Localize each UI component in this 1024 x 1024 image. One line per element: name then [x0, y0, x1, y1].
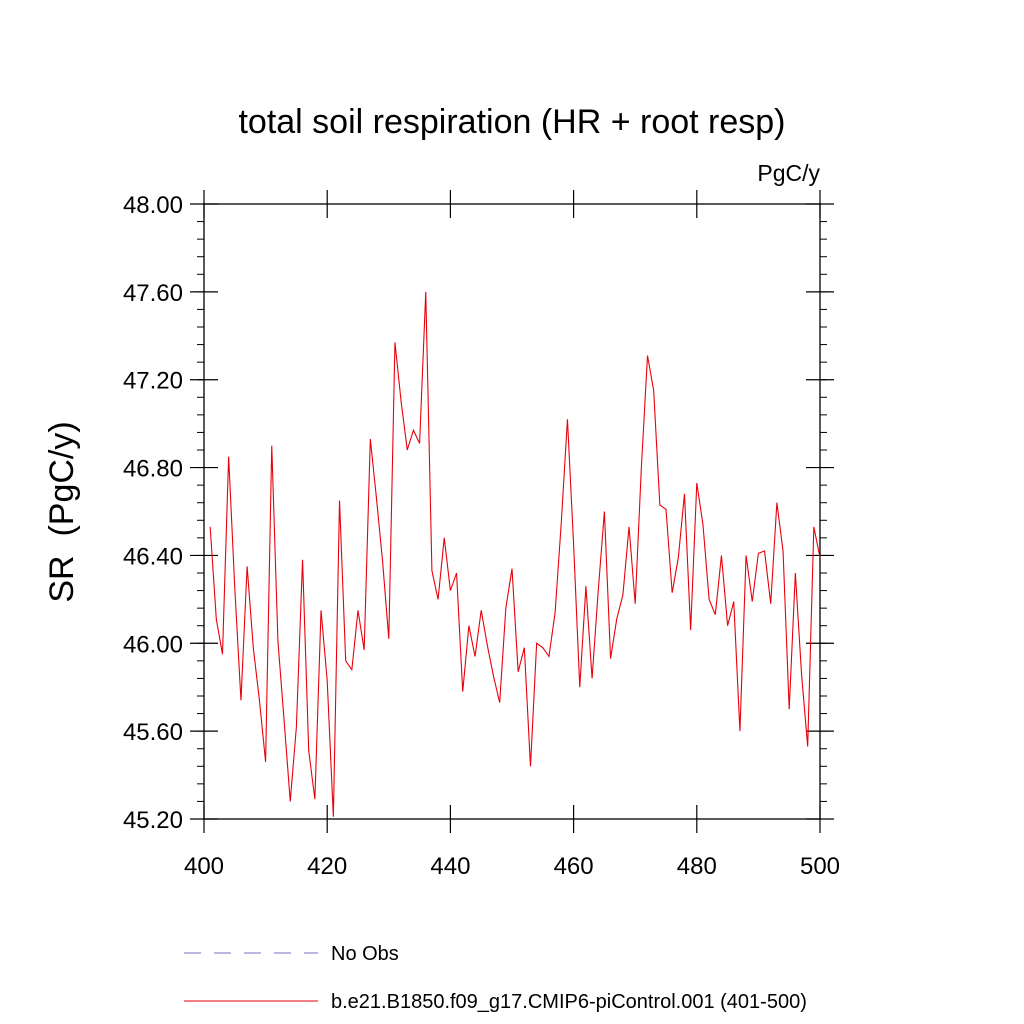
axis-tick-labels: 45.20 45.60 46.00 46.40 46.80 47.20 47.60 48.00…	[123, 192, 840, 880]
x-tick-label: 420	[307, 853, 347, 880]
x-tick-label: 500	[800, 853, 840, 880]
legend-label: b.e21.B1850.f09_g17.CMIP6-piControl.001 …	[331, 991, 807, 1013]
y-tick-label: 48.00	[123, 192, 183, 219]
legend: No Obs b.e21.B1850.f09_g17.CMIP6-piContro…	[184, 943, 807, 1013]
y-tick-label: 46.00	[123, 631, 183, 658]
legend-label: No Obs	[331, 943, 399, 965]
x-tick-label: 440	[430, 853, 470, 880]
series-line	[209, 291, 821, 817]
units-label: PgC/y	[757, 160, 820, 186]
y-tick-label: 45.60	[123, 719, 183, 746]
y-tick-label: 46.40	[123, 543, 183, 570]
x-tick-label: 480	[677, 853, 717, 880]
y-tick-label: 46.80	[123, 456, 183, 483]
chart-title: total soil respiration (HR + root resp)	[238, 103, 785, 141]
x-tick-label: 460	[554, 853, 594, 880]
series-layer	[209, 291, 821, 817]
y-tick-label: 47.60	[123, 280, 183, 307]
y-axis-label: SR (PgC/y)	[43, 421, 81, 602]
y-tick-label: 47.20	[123, 368, 183, 395]
x-tick-label: 400	[184, 853, 224, 880]
axis-ticks	[190, 190, 834, 833]
plot-frame	[203, 203, 821, 820]
y-tick-label: 45.20	[123, 807, 183, 834]
